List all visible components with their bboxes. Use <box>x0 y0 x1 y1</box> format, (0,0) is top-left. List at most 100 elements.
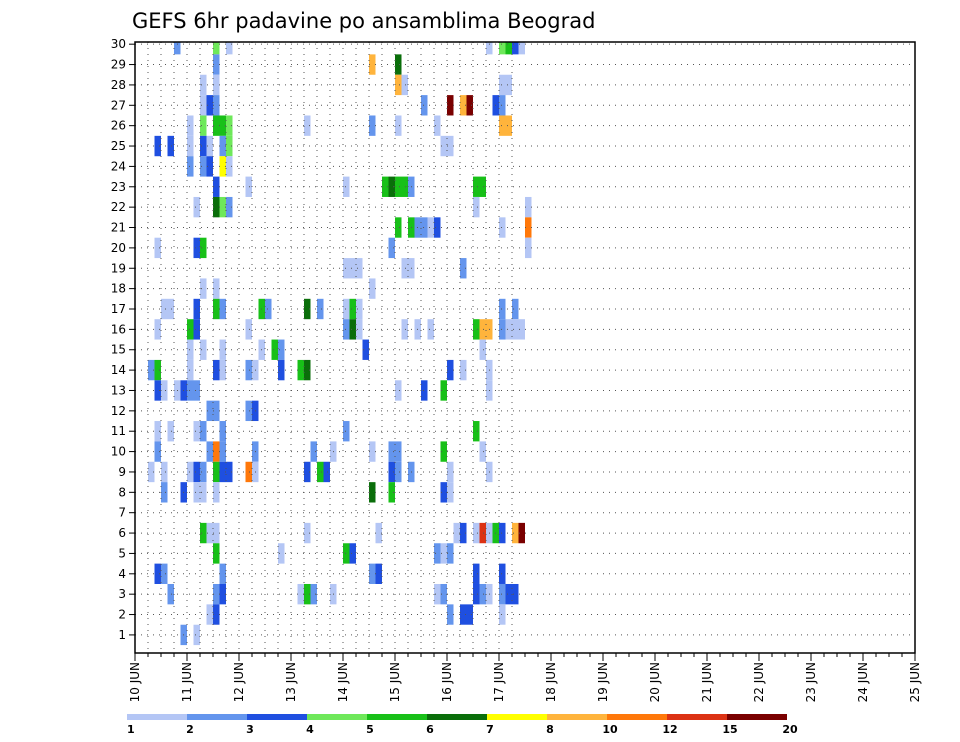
y-tick-label: 22 <box>111 200 126 214</box>
y-tick-label: 16 <box>111 322 126 336</box>
heatmap-cell <box>421 217 428 238</box>
heatmap-cell <box>187 156 194 177</box>
heatmap-cell <box>167 298 174 320</box>
heatmap-cell <box>213 583 220 605</box>
heatmap-cell <box>395 441 402 462</box>
colorbar-label: 12 <box>662 723 677 736</box>
colorbar-swatch <box>307 714 367 720</box>
heatmap-cell <box>278 339 285 360</box>
heatmap-cell <box>356 298 363 320</box>
y-tick-label: 8 <box>118 485 126 499</box>
heatmap-cell <box>479 522 486 544</box>
colorbar-swatch <box>667 714 727 720</box>
heatmap-cell <box>466 95 473 116</box>
heatmap-cell <box>466 604 473 625</box>
y-tick-label: 19 <box>111 261 126 275</box>
heatmap-cell <box>499 563 506 584</box>
heatmap-cell <box>395 380 402 401</box>
y-tick-label: 28 <box>111 78 126 92</box>
heatmap-cell <box>226 115 233 136</box>
heatmap-cell <box>219 461 226 483</box>
heatmap-cell <box>213 522 220 544</box>
x-tick-label: 22 JUN <box>752 662 766 702</box>
heatmap-cell <box>317 298 324 320</box>
y-tick-label: 23 <box>111 180 126 194</box>
colorbar-label: 6 <box>426 723 434 736</box>
heatmap-cell <box>362 339 369 360</box>
heatmap-cell <box>154 380 161 401</box>
heatmap-cell <box>278 359 285 381</box>
heatmap-cell <box>187 461 194 483</box>
heatmap-cell <box>369 563 376 584</box>
x-tick-label: 16 JUN <box>440 662 454 702</box>
colorbar-swatch <box>127 714 187 720</box>
heatmap-cell <box>213 298 220 320</box>
y-tick-label: 27 <box>111 98 126 112</box>
heatmap-cell <box>505 74 512 96</box>
y-tick-label: 9 <box>118 465 126 479</box>
heatmap-cell <box>388 482 395 503</box>
colorbar-swatch <box>427 714 487 720</box>
heatmap-cell <box>401 176 408 197</box>
y-tick-label: 5 <box>118 546 126 560</box>
heatmap-cell <box>304 461 311 483</box>
heatmap-cell <box>161 482 168 503</box>
y-tick-label: 14 <box>111 363 126 377</box>
y-tick-label: 7 <box>118 506 126 520</box>
x-tick-label: 21 JUN <box>700 662 714 702</box>
y-tick-label: 12 <box>111 404 126 418</box>
heatmap-cell <box>219 583 226 605</box>
heatmap-cell <box>193 421 200 442</box>
heatmap-cell <box>499 95 506 116</box>
heatmap-cell <box>200 278 207 299</box>
colorbar-swatch <box>547 714 607 720</box>
heatmap-cell <box>193 624 200 646</box>
heatmap-cell <box>427 217 434 238</box>
heatmap-cell <box>206 604 213 625</box>
heatmap-cell <box>343 421 350 442</box>
heatmap-cell <box>200 461 207 483</box>
y-tick-label: 25 <box>111 139 126 153</box>
heatmap-cell <box>479 319 486 340</box>
heatmap-cell <box>213 604 220 625</box>
heatmap-cell <box>304 522 311 544</box>
heatmap-cell <box>447 359 454 381</box>
heatmap-cell <box>148 461 155 483</box>
heatmap-cell <box>447 604 454 625</box>
y-tick-label: 24 <box>111 159 126 173</box>
heatmap-cell <box>388 461 395 483</box>
colorbar-swatch <box>607 714 667 720</box>
colorbar-swatch <box>727 714 787 720</box>
heatmap-cell <box>317 461 324 483</box>
heatmap-cell <box>473 176 480 197</box>
heatmap-cell <box>440 543 447 564</box>
heatmap-cell <box>265 298 272 320</box>
heatmap-cell <box>479 176 486 197</box>
heatmap-cell <box>447 135 454 157</box>
heatmap-cell <box>200 156 207 177</box>
heatmap-cell <box>213 543 220 564</box>
colorbar-label: 1 <box>127 723 135 736</box>
heatmap-cell <box>447 543 454 564</box>
y-tick-label: 15 <box>111 343 126 357</box>
colorbar-label: 20 <box>782 723 798 736</box>
y-tick-label: 11 <box>111 424 126 438</box>
heatmap-cell <box>499 298 506 320</box>
heatmap-cell <box>206 95 213 116</box>
heatmap-cell <box>369 115 376 136</box>
heatmap-cell <box>304 359 311 381</box>
heatmap-cell <box>219 156 226 177</box>
heatmap-cell <box>434 217 441 238</box>
heatmap-cell <box>213 359 220 381</box>
heatmap-cell <box>219 115 226 136</box>
y-tick-label: 2 <box>118 608 126 622</box>
colorbar-label: 10 <box>602 723 618 736</box>
heatmap-cell <box>499 74 506 96</box>
heatmap-cell <box>193 319 200 340</box>
heatmap-cell <box>213 482 220 503</box>
heatmap-cell <box>226 42 233 55</box>
heatmap-cell <box>401 258 408 279</box>
heatmap-cell <box>297 359 304 381</box>
heatmap-cell <box>310 441 317 462</box>
heatmap-cell <box>505 319 512 340</box>
